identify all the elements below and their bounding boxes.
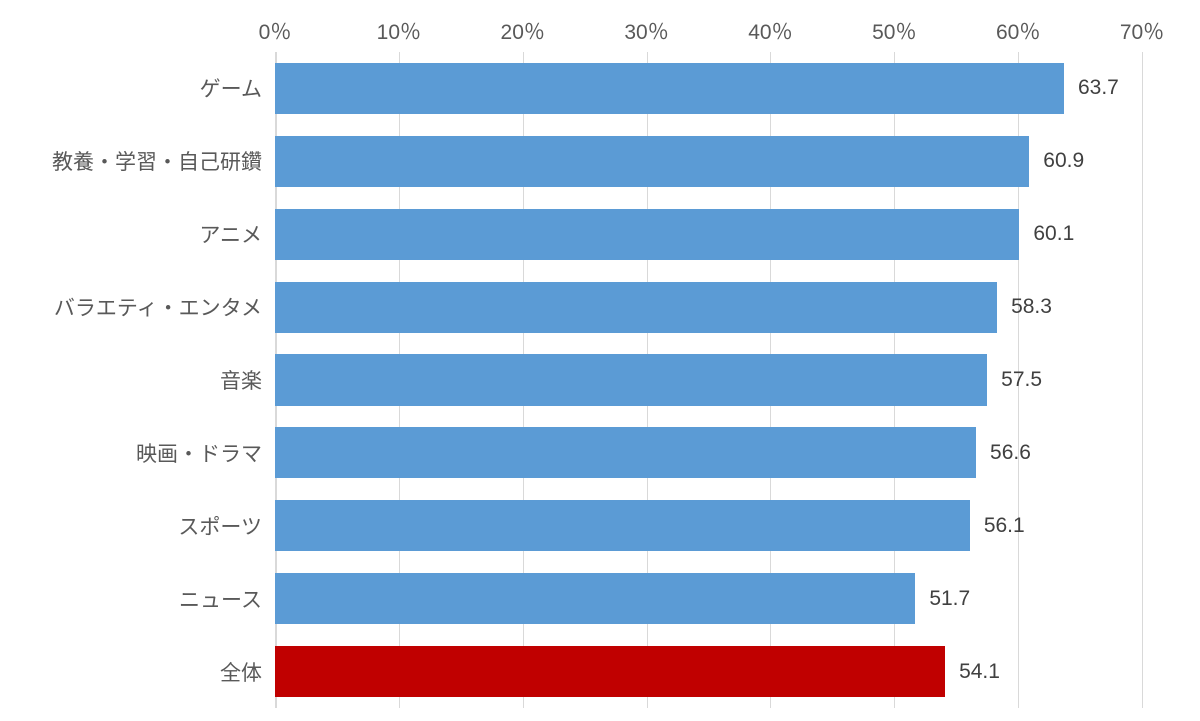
bar	[275, 282, 997, 333]
category-label: 全体	[220, 657, 262, 687]
bar	[275, 209, 1019, 260]
x-tick-label: 30％	[624, 16, 668, 46]
category-label: スポーツ	[178, 511, 262, 541]
bar-row	[275, 646, 1142, 697]
bar	[275, 573, 915, 624]
bar-row	[275, 209, 1142, 260]
x-tick-label: 0％	[259, 16, 292, 46]
value-label: 58.3	[1011, 295, 1052, 319]
category-label: 教養・学習・自己研鑽	[52, 146, 262, 176]
value-label: 56.6	[990, 441, 1031, 465]
bar-chart: 0％ 10％ 20％ 30％ 40％ 50％ 60％ 70％ ゲーム 63.7 教養・学習・自己研鑽…	[0, 0, 1200, 721]
value-label: 60.9	[1043, 149, 1084, 173]
category-label: ゲーム	[200, 73, 262, 103]
bar	[275, 136, 1029, 187]
value-label: 51.7	[929, 587, 970, 611]
value-label: 56.1	[984, 514, 1025, 538]
category-label: 映画・ドラマ	[136, 438, 262, 468]
bar-row	[275, 573, 1142, 624]
bar	[275, 354, 987, 405]
x-tick-label: 60％	[996, 16, 1040, 46]
x-tick-label: 40％	[748, 16, 792, 46]
x-tick-label: 20％	[501, 16, 545, 46]
x-tick-label: 70％	[1120, 16, 1164, 46]
bar	[275, 63, 1064, 114]
category-label: バラエティ・エンタメ	[54, 292, 262, 322]
bar	[275, 646, 945, 697]
bar	[275, 500, 970, 551]
plot-area: 0％10％20％30％40％50％60％70％ゲーム63.7教養・学習・自己研鑽…	[275, 52, 1142, 708]
value-label: 57.5	[1001, 368, 1042, 392]
category-label: 音楽	[220, 365, 262, 395]
x-tick-label: 10％	[377, 16, 421, 46]
value-label: 60.1	[1033, 222, 1074, 246]
bar-row	[275, 136, 1142, 187]
category-label: アニメ	[199, 219, 262, 249]
bar-row	[275, 63, 1142, 114]
category-label: ニュース	[179, 584, 262, 614]
x-tick-label: 50％	[872, 16, 916, 46]
value-label: 54.1	[959, 660, 1000, 684]
gridline	[1142, 52, 1143, 708]
bar	[275, 427, 976, 478]
value-label: 63.7	[1078, 76, 1119, 100]
